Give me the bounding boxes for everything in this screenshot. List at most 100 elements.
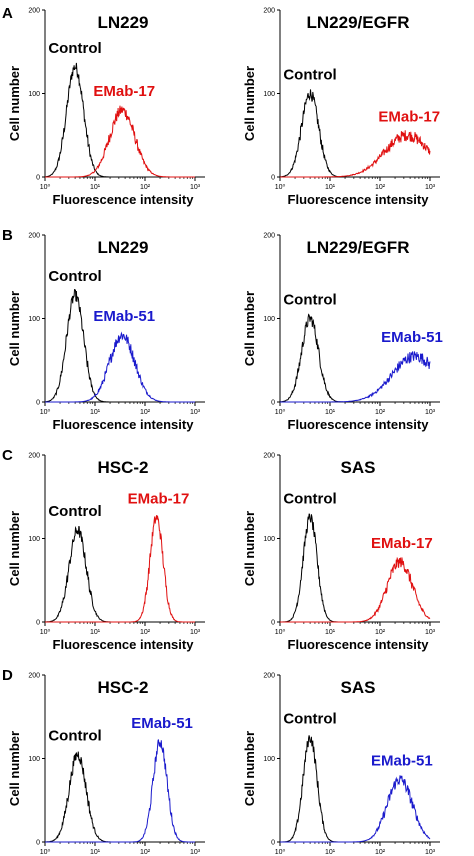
y-axis-label: Cell number <box>242 66 257 141</box>
x-tick-label: 10¹ <box>90 849 101 856</box>
series-control-curve <box>280 313 430 403</box>
chart-title: LN229 <box>97 238 148 257</box>
y-axis-label: Cell number <box>7 291 22 366</box>
series-control-curve <box>45 288 195 403</box>
x-tick-label: 10² <box>375 409 386 416</box>
series-emab-51-curve <box>280 351 431 403</box>
x-tick-label: 10¹ <box>90 629 101 636</box>
x-tick-label: 10¹ <box>325 409 336 416</box>
x-tick-label: 10¹ <box>325 184 336 191</box>
y-tick-label: 100 <box>28 756 40 763</box>
series-label: EMab-51 <box>381 329 443 346</box>
x-tick-label: 10¹ <box>90 409 101 416</box>
x-tick-label: 10² <box>140 184 151 191</box>
series-label: Control <box>283 711 336 728</box>
x-tick-label: 10³ <box>425 849 436 856</box>
y-tick-label: 200 <box>28 8 40 15</box>
x-axis-label: Fluorescence intensity <box>53 417 195 432</box>
x-tick-label: 10² <box>140 629 151 636</box>
x-axis-label: Fluorescence intensity <box>53 637 195 652</box>
x-tick-label: 10² <box>375 184 386 191</box>
x-tick-label: 10³ <box>190 184 201 191</box>
y-tick-label: 100 <box>28 91 40 98</box>
x-tick-label: 10² <box>375 629 386 636</box>
x-tick-label: 10² <box>140 849 151 856</box>
y-tick-label: 200 <box>28 233 40 240</box>
x-tick-label: 10³ <box>190 409 201 416</box>
x-tick-label: 10¹ <box>90 184 101 191</box>
panel-letter-c: C <box>2 447 13 464</box>
chart-title: SAS <box>341 458 376 477</box>
series-emab-17-curve <box>280 557 431 623</box>
panel-letter-d: D <box>2 667 13 684</box>
x-tick-label: 10¹ <box>325 629 336 636</box>
chart-title: HSC-2 <box>97 678 148 697</box>
chart-title: LN229/EGFR <box>307 13 410 32</box>
y-tick-label: 0 <box>271 175 275 182</box>
axes <box>44 675 205 843</box>
series-control-curve <box>280 513 430 623</box>
series-emab-51-curve <box>280 775 431 843</box>
y-tick-label: 200 <box>263 673 275 680</box>
x-tick-label: 10² <box>375 849 386 856</box>
x-axis-label: Fluorescence intensity <box>288 192 430 207</box>
axes <box>44 455 205 623</box>
x-tick-label: 10⁰ <box>275 408 286 416</box>
y-tick-label: 200 <box>28 673 40 680</box>
x-tick-label: 10⁰ <box>275 183 286 191</box>
y-tick-label: 0 <box>36 400 40 407</box>
histogram-plot-2: 0 100 200 10⁰ 10¹ 10² 10³ LN229/EGFR Fluorescenc… <box>242 8 440 208</box>
axes <box>279 10 440 178</box>
series-label: EMab-17 <box>378 108 440 125</box>
chart-title: HSC-2 <box>97 458 148 477</box>
histogram-plot-5: 0 100 200 10⁰ 10¹ 10² 10³ HSC-2 Fluorescence int… <box>7 453 205 652</box>
x-tick-label: 10³ <box>190 849 201 856</box>
series-label: EMab-51 <box>93 308 155 325</box>
series-label: Control <box>48 503 101 520</box>
y-tick-label: 200 <box>263 453 275 460</box>
y-tick-label: 100 <box>28 536 40 543</box>
histogram-plot-1: 0 100 200 10⁰ 10¹ 10² 10³ LN229 Fluorescence int… <box>7 8 205 207</box>
panel-letter-a: A <box>2 5 13 22</box>
x-tick-label: 10⁰ <box>275 848 286 856</box>
histogram-plot-4: 0 100 200 10⁰ 10¹ 10² 10³ LN229/EGFR Fluorescenc… <box>242 233 443 433</box>
chart-title: SAS <box>341 678 376 697</box>
x-tick-label: 10³ <box>190 629 201 636</box>
x-axis-label: Fluorescence intensity <box>288 417 430 432</box>
y-tick-label: 0 <box>36 620 40 627</box>
x-tick-label: 10⁰ <box>40 408 51 416</box>
y-axis-label: Cell number <box>7 66 22 141</box>
series-label: EMab-51 <box>131 715 193 732</box>
x-tick-label: 10¹ <box>325 849 336 856</box>
chart-title: LN229 <box>97 13 148 32</box>
series-emab-51-curve <box>45 739 195 843</box>
series-emab-17-curve <box>45 515 195 623</box>
series-label: Control <box>283 491 336 508</box>
y-axis-label: Cell number <box>7 731 22 806</box>
series-label: Control <box>283 292 336 309</box>
y-tick-label: 100 <box>263 756 275 763</box>
y-axis-label: Cell number <box>7 511 22 586</box>
series-label: Control <box>283 67 336 84</box>
series-label: EMab-51 <box>371 752 433 769</box>
y-tick-label: 100 <box>263 536 275 543</box>
y-axis-label: Cell number <box>242 291 257 366</box>
series-control-curve <box>44 62 195 178</box>
y-tick-label: 0 <box>271 620 275 627</box>
x-axis-label: Fluorescence intensity <box>53 192 195 207</box>
series-label: Control <box>48 268 101 285</box>
series-control-curve <box>45 751 195 843</box>
series-control-curve <box>280 89 430 178</box>
series-label: Control <box>48 727 101 744</box>
histogram-plot-6: 0 100 200 10⁰ 10¹ 10² 10³ SAS Fluorescence inten… <box>242 453 440 652</box>
panel-letter-b: B <box>2 227 13 244</box>
x-tick-label: 10⁰ <box>40 848 51 856</box>
series-label: EMab-17 <box>93 83 155 100</box>
x-tick-label: 10³ <box>425 629 436 636</box>
axes <box>279 235 440 403</box>
y-axis-label: Cell number <box>242 731 257 806</box>
y-tick-label: 100 <box>263 316 275 323</box>
